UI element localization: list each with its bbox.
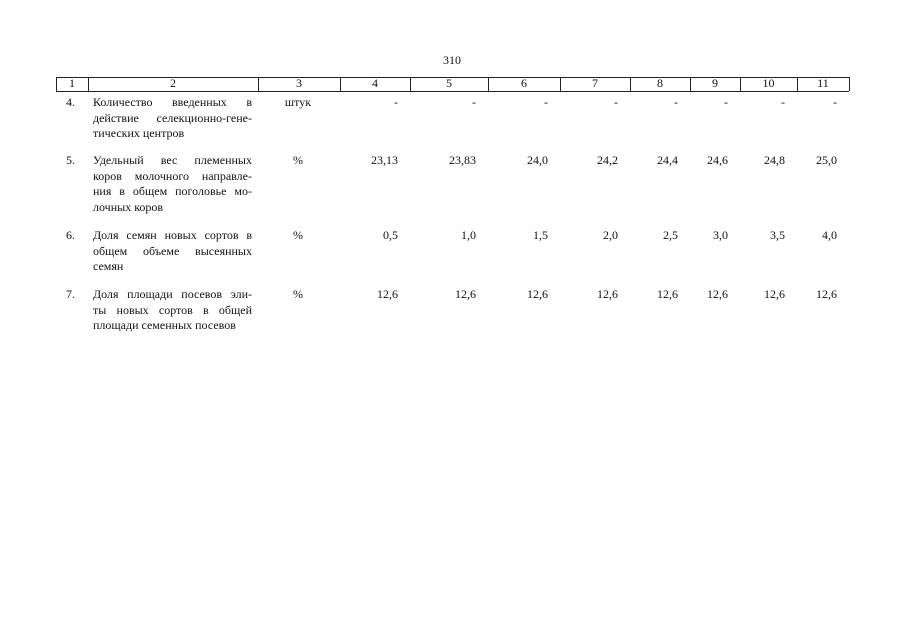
value: - (472, 95, 476, 109)
value: 3,0 (713, 228, 728, 242)
value: 4,0 (822, 228, 837, 242)
rule (56, 91, 849, 92)
value: 12,6 (527, 287, 548, 301)
rule (740, 77, 741, 91)
value: 24,8 (764, 153, 785, 167)
value: - (394, 95, 398, 109)
value: 12,6 (455, 287, 476, 301)
value: 0,5 (383, 228, 398, 242)
header-cell: 8 (657, 76, 663, 90)
value: 25,0 (816, 153, 837, 167)
row-number: 6. (66, 228, 75, 242)
value: 3,5 (770, 228, 785, 242)
value: - (781, 95, 785, 109)
rule (410, 77, 411, 91)
header-cell: 1 (69, 76, 75, 90)
value: 12,6 (657, 287, 678, 301)
value: 24,6 (707, 153, 728, 167)
rule (630, 77, 631, 91)
rule (797, 77, 798, 91)
value: 12,6 (377, 287, 398, 301)
unit: штук (284, 95, 312, 109)
value: 2,0 (603, 228, 618, 242)
value: - (544, 95, 548, 109)
value: 12,6 (764, 287, 785, 301)
description-line: тических центров (93, 126, 185, 140)
rule (849, 77, 850, 91)
value: - (833, 95, 837, 109)
value: 12,6 (707, 287, 728, 301)
description-line: Удельный вес племенных (93, 153, 252, 167)
header-cell: 11 (817, 76, 829, 90)
header-cell: 10 (762, 76, 775, 90)
rule (690, 77, 691, 91)
value: 1,0 (461, 228, 476, 242)
description-line: Доля площади посевов эли- (93, 287, 252, 301)
value: 23,13 (371, 153, 398, 167)
value: 1,5 (533, 228, 548, 242)
value: - (614, 95, 618, 109)
header-cell: 6 (521, 76, 527, 90)
unit: % (293, 153, 303, 167)
description-line: семян (93, 259, 124, 273)
value: - (724, 95, 728, 109)
value: 24,2 (597, 153, 618, 167)
rule (56, 77, 849, 78)
page-number: 310 (443, 53, 461, 67)
row-number: 5. (66, 153, 75, 167)
unit: % (293, 228, 303, 242)
row-number: 4. (66, 95, 75, 109)
header-cell: 7 (592, 76, 598, 90)
value: 24,4 (657, 153, 678, 167)
description-line: ты новых сортов в общей (93, 302, 252, 317)
value: 12,6 (816, 287, 837, 301)
description-line: лочных коров (93, 199, 164, 214)
value: 2,5 (663, 228, 678, 242)
value: - (674, 95, 678, 109)
header-cell: 4 (372, 76, 378, 90)
rule (340, 77, 341, 91)
value: 12,6 (597, 287, 618, 301)
value: 23,83 (449, 153, 476, 167)
rule (258, 77, 259, 91)
row-number: 7. (66, 287, 75, 301)
description-line: площади семенных посевов (93, 318, 236, 332)
rule (488, 77, 489, 91)
description-line: действие селекционно-гене- (93, 110, 252, 125)
rule (56, 77, 57, 91)
value: 24,0 (527, 153, 548, 167)
rule (88, 77, 89, 91)
header-cell: 5 (446, 76, 452, 90)
header-cell: 2 (170, 76, 176, 90)
header-cell: 9 (712, 76, 718, 90)
description-line: Доля семян новых сортов в (93, 228, 252, 242)
description-line: ния в общем поголовье мо- (93, 184, 252, 198)
description-line: коров молочного направле- (93, 168, 252, 183)
unit: % (293, 287, 303, 301)
description-line: общем объеме высеянных (93, 243, 252, 258)
header-cell: 3 (296, 76, 302, 90)
description-line: Количество введенных в (93, 95, 252, 109)
rule (560, 77, 561, 91)
